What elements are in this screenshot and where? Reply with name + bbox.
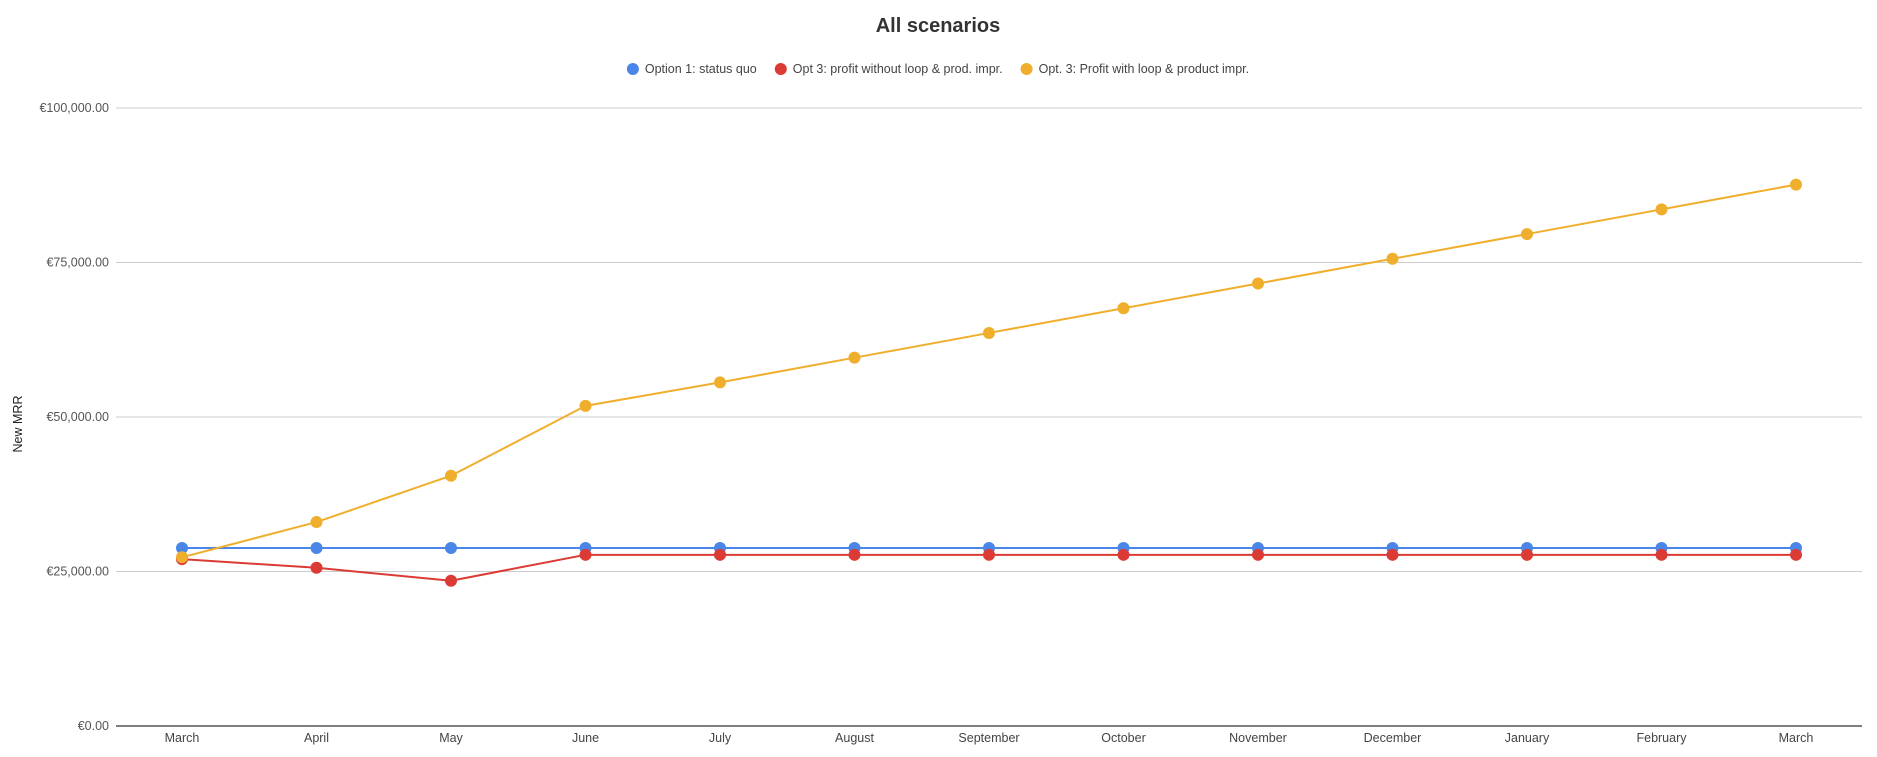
x-tick-label: January	[1505, 731, 1550, 745]
y-tick-label: €25,000.00	[46, 565, 109, 579]
x-tick-label: August	[835, 731, 874, 745]
legend-label: Opt 3: profit without loop & prod. impr.	[793, 62, 1003, 76]
legend-swatch	[1020, 63, 1033, 75]
y-tick-label: €75,000.00	[46, 256, 109, 270]
data-point	[1521, 548, 1533, 561]
legend-swatch	[626, 63, 639, 75]
y-axis-title: New MRR	[11, 396, 25, 453]
x-tick-label: May	[439, 731, 463, 745]
data-point	[1117, 548, 1130, 561]
data-point	[1386, 548, 1399, 561]
y-tick-label: €100,000.00	[39, 101, 109, 115]
x-tick-label: March	[1779, 731, 1814, 745]
data-point	[445, 574, 457, 587]
data-point	[1790, 548, 1802, 561]
data-point	[1790, 178, 1802, 191]
data-point	[714, 548, 726, 561]
data-point	[1521, 228, 1533, 241]
x-tick-label: September	[958, 731, 1019, 745]
data-point	[176, 542, 188, 555]
series-2	[176, 548, 1802, 587]
data-point	[579, 399, 592, 412]
legend-label: Opt. 3: Profit with loop & product impr.	[1039, 62, 1250, 76]
data-point	[310, 542, 323, 555]
legend-swatch	[774, 63, 787, 75]
x-tick-label: June	[572, 731, 599, 745]
legend: Option 1: status quo Opt 3: profit withou…	[626, 62, 1250, 76]
y-tick-label: €50,000.00	[46, 410, 109, 424]
data-point	[1117, 302, 1130, 315]
data-point	[1386, 252, 1399, 265]
data-point	[983, 548, 995, 561]
series-line	[181, 183, 1797, 559]
chart-title: All scenarios	[876, 15, 1001, 37]
x-tick-label: December	[1364, 731, 1422, 745]
data-point	[176, 551, 188, 564]
data-point	[445, 469, 457, 482]
series-3	[176, 178, 1802, 564]
data-point	[310, 561, 323, 574]
y-axis-ticks: €0.00 €25,000.00 €50,000.00 €75,000.00 €100,…	[39, 101, 109, 733]
x-tick-label: November	[1229, 731, 1287, 745]
data-point	[1655, 548, 1668, 561]
data-point	[310, 516, 323, 529]
x-tick-label: February	[1636, 731, 1687, 745]
data-point	[848, 351, 861, 364]
data-point	[983, 326, 995, 339]
x-axis-ticks: March April May June July August September Octo…	[165, 731, 1814, 745]
x-tick-label: April	[304, 731, 329, 745]
x-tick-label: July	[709, 731, 732, 745]
data-point	[445, 542, 457, 555]
legend-label: Option 1: status quo	[645, 62, 757, 76]
data-point	[579, 548, 592, 561]
x-tick-label: October	[1101, 731, 1145, 745]
data-point	[1252, 548, 1264, 561]
data-point	[848, 548, 861, 561]
x-tick-label: March	[165, 731, 200, 745]
data-point	[1252, 277, 1264, 290]
series-group	[176, 178, 1802, 587]
data-point	[714, 376, 726, 389]
data-point	[1655, 203, 1668, 216]
y-tick-label: €0.00	[78, 719, 109, 733]
gridlines	[116, 107, 1862, 727]
